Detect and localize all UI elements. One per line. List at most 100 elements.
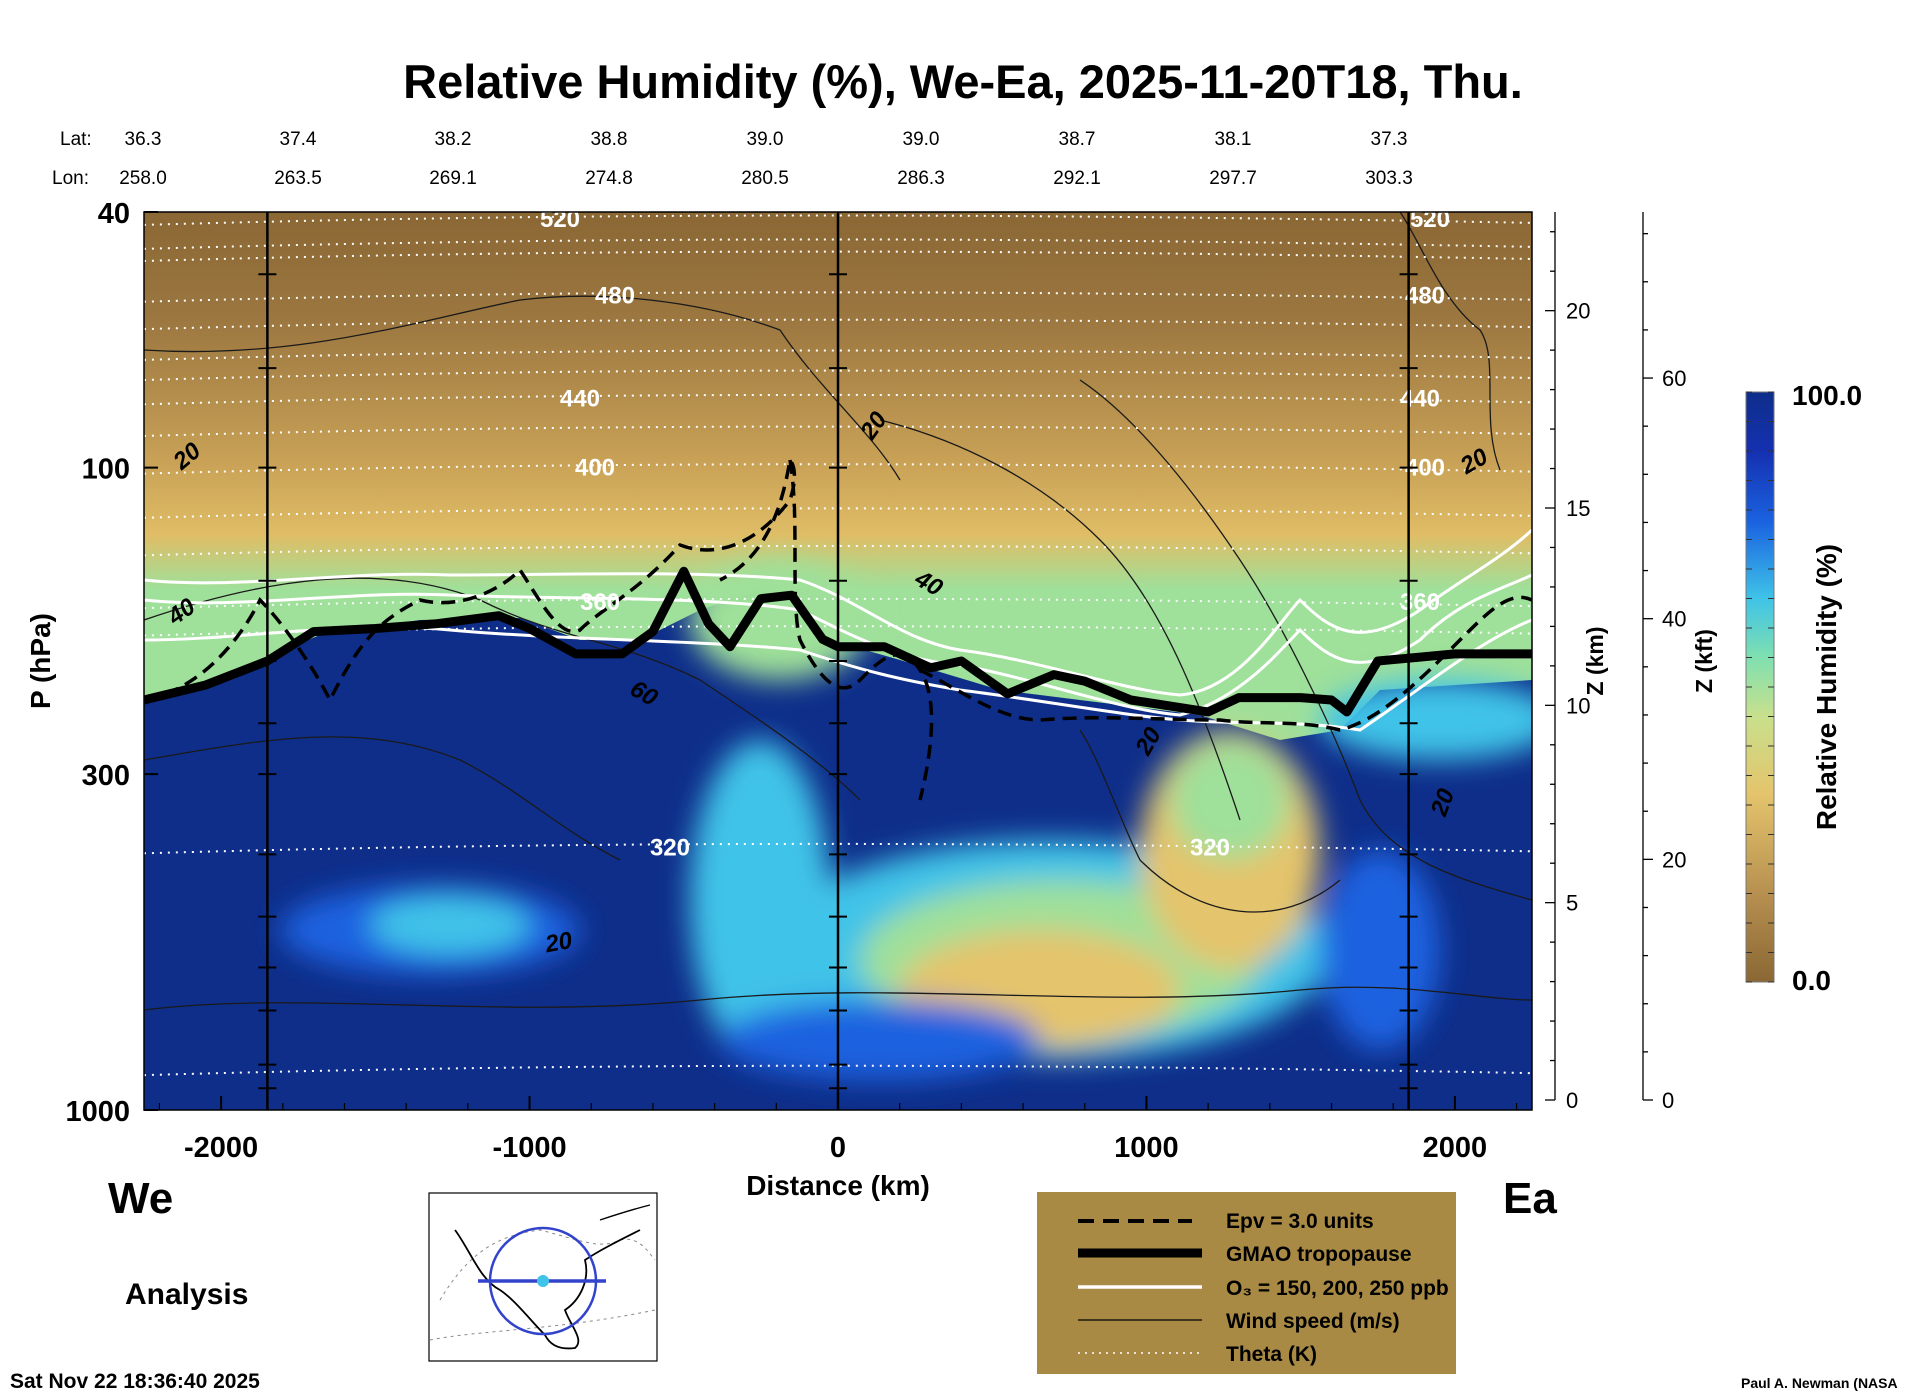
y-tick-label: 1000: [65, 1096, 130, 1128]
theta-line: [144, 393, 1532, 406]
lon-value: 303.3: [1365, 168, 1413, 189]
lat-value: 39.0: [747, 129, 784, 150]
lon-value: 286.3: [897, 168, 945, 189]
x-axis-label: Distance (km): [746, 1170, 930, 1201]
theta-line: [144, 507, 1532, 519]
lat-value: 38.2: [435, 129, 472, 150]
lat-value: 39.0: [903, 129, 940, 150]
credit-label: Paul A. Newman (NASA: [1741, 1375, 1898, 1391]
lon-value: 269.1: [429, 168, 477, 189]
lon-value: 280.5: [741, 168, 789, 189]
z-kft-axis-label: Z (kft): [1691, 629, 1717, 693]
theta-line: [144, 842, 1532, 855]
legend-wind-label: Wind speed (m/s): [1226, 1310, 1400, 1333]
lat-value: 38.8: [591, 129, 628, 150]
z-kft-tick-label: 40: [1662, 607, 1686, 632]
station-lines: [258, 212, 1418, 1110]
epv-contour: [144, 456, 1532, 801]
colorbar-ticks: [1746, 391, 1774, 983]
legend-ozone-label: O₃ = 150, 200, 250 ppb: [1226, 1277, 1449, 1300]
theta-line: [144, 463, 1532, 475]
theta-label: 480: [595, 283, 635, 310]
direction-east-label: Ea: [1503, 1174, 1557, 1223]
analysis-label: Analysis: [125, 1278, 248, 1311]
legend-theta-label: Theta (K): [1226, 1343, 1317, 1366]
theta-label: 480: [1405, 283, 1445, 310]
theta-label: 440: [1400, 385, 1440, 412]
y-tick-label: 40: [98, 198, 130, 230]
y-axis: 40 100 300 1000: [65, 198, 158, 1128]
theta-line: [144, 291, 1532, 303]
legend: Epv = 3.0 units GMAO tropopause O₃ = 150…: [1037, 1192, 1456, 1374]
lon-value: 292.1: [1053, 168, 1101, 189]
longitude-row: 258.0 263.5 269.1 274.8 280.5 286.3 292.1 297.7…: [119, 168, 1413, 189]
lat-value: 37.3: [1371, 129, 1408, 150]
lon-value: 258.0: [119, 168, 167, 189]
z-km-tick-label: 0: [1566, 1088, 1578, 1113]
z-kft-tick-label: 60: [1662, 366, 1686, 391]
z-km-tick-label: 15: [1566, 496, 1590, 521]
y-tick-label: 100: [82, 454, 130, 486]
theta-line: [144, 425, 1532, 437]
humidity-blobs: [280, 560, 1532, 1080]
z-km-tick-label: 5: [1566, 891, 1578, 916]
theta-label: 400: [575, 455, 615, 482]
x-tick-label: -1000: [492, 1132, 566, 1164]
colorbar-min-label: 0.0: [1792, 965, 1831, 996]
theta-line: [144, 238, 1532, 250]
chart-title: Relative Humidity (%), We-Ea, 2025-11-20…: [403, 55, 1523, 108]
legend-epv-label: Epv = 3.0 units: [1226, 1210, 1374, 1233]
theta-line: [144, 597, 1532, 610]
x-axis: -2000 -1000 0 1000 2000: [158, 1096, 1518, 1164]
latitude-row: 36.3 37.4 38.2 38.8 39.0 39.0 38.7 38.1 37.3: [125, 129, 1408, 150]
theta-line: [144, 1064, 1532, 1077]
lon-value: 263.5: [274, 168, 322, 189]
wind-speed-contours: [144, 212, 1532, 1011]
lon-label: Lon:: [52, 168, 89, 189]
gmao-tropopause-line: [144, 566, 1532, 717]
z-km-tick-label: 10: [1566, 693, 1590, 718]
theta-label: 360: [1400, 589, 1440, 616]
lat-value: 38.1: [1215, 129, 1252, 150]
timestamp: Sat Nov 22 18:36:40 2025: [10, 1370, 260, 1393]
theta-line: [144, 544, 1532, 557]
theta-line: [144, 318, 1532, 331]
legend-tropopause-label: GMAO tropopause: [1226, 1243, 1412, 1266]
x-tick-label: 2000: [1423, 1132, 1488, 1164]
theta-label: 520: [1410, 206, 1450, 233]
lat-value: 38.7: [1059, 129, 1096, 150]
direction-west-label: We: [108, 1174, 173, 1223]
theta-line: [144, 214, 1532, 226]
x-tick-label: 0: [830, 1132, 846, 1164]
theta-label: 440: [560, 385, 600, 412]
theta-line: [144, 625, 1532, 637]
theta-label: 360: [580, 589, 620, 616]
wind-speed-label: 20: [542, 927, 575, 959]
theta-line: [144, 250, 1532, 262]
x-tick-label: 1000: [1114, 1132, 1179, 1164]
z-km-axis: 0 5 10 15 20: [1545, 212, 1590, 1113]
theta-label: 520: [540, 206, 580, 233]
lat-value: 37.4: [280, 129, 317, 150]
lon-value: 274.8: [585, 168, 633, 189]
lon-value: 297.7: [1209, 168, 1257, 189]
lat-value: 36.3: [125, 129, 162, 150]
lat-label: Lat:: [60, 129, 92, 150]
inset-map: [428, 1192, 658, 1362]
z-km-axis-label: Z (km): [1582, 627, 1608, 696]
y-tick-label: 300: [82, 760, 130, 792]
y-axis-label: P (hPa): [25, 613, 56, 709]
z-kft-axis: 0 20 40 60: [1642, 212, 1686, 1113]
theta-label: 320: [1190, 834, 1230, 861]
z-km-tick-label: 20: [1566, 299, 1590, 324]
z-kft-tick-label: 20: [1662, 847, 1686, 872]
colorbar-title: Relative Humidity (%): [1811, 544, 1842, 830]
theta-lines: [144, 214, 1532, 1077]
theta-line: [144, 349, 1532, 361]
colorbar-max-label: 100.0: [1792, 380, 1862, 411]
theta-label: 320: [650, 834, 690, 861]
x-tick-label: -2000: [184, 1132, 258, 1164]
